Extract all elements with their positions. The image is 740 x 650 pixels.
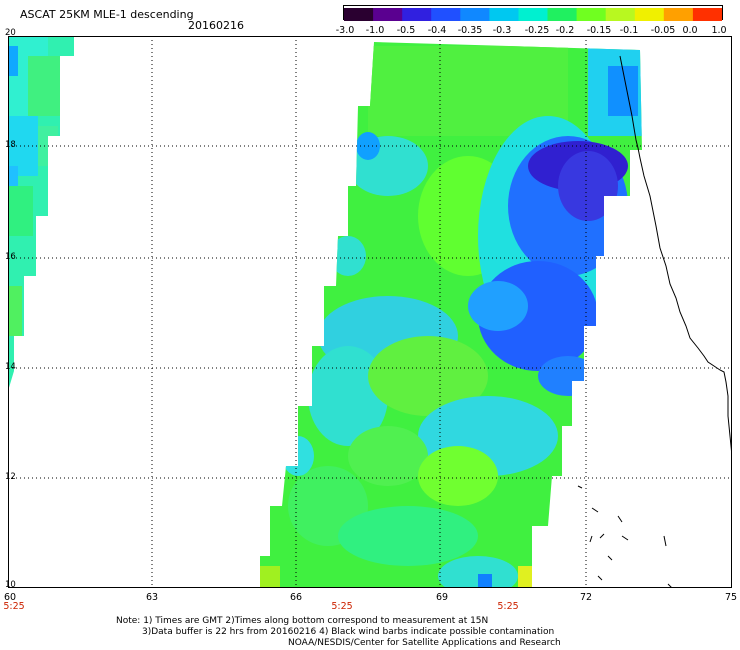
lon-label: 63 [145,592,159,603]
color-scale-segment [634,8,665,21]
wind-map [8,36,732,588]
lat-label: 12 [5,472,16,482]
color-scale-segment [518,8,549,21]
lat-label: 10 [5,580,16,590]
color-scale-segment [605,8,636,21]
time-label: 5:25 [331,601,353,612]
cb-label: -1.0 [365,25,385,36]
cb-label: -0.15 [586,25,612,36]
lat-label: 16 [5,252,16,262]
islands [577,485,673,588]
color-scale-segment [431,8,461,21]
lat-label: 18 [5,140,16,150]
time-label: 5:25 [3,601,25,612]
lon-label: 66 [289,592,303,603]
map-title: ASCAT 25KM MLE-1 descending [20,8,194,21]
color-scale-segment [373,8,403,21]
note-line: 3)Data buffer is 22 hrs from 20160216 4)… [142,627,555,637]
time-label: 5:25 [497,601,519,612]
cb-label: -0.4 [427,25,447,36]
cb-label: -0.5 [396,25,416,36]
note-line: NOAA/NESDIS/Center for Satellite Applica… [288,638,561,648]
cb-label: -0.05 [650,25,676,36]
color-scale-segment [692,8,723,21]
lon-label: 75 [724,592,738,603]
color-scale-segment [402,8,432,21]
cb-label: 1.0 [711,25,727,36]
color-scale-segment [576,8,607,21]
color-scale-segment [489,8,520,21]
cb-label: -0.35 [457,25,483,36]
color-scale-segment [663,8,694,21]
cb-label: 0.0 [682,25,698,36]
color-scale-segment [547,8,578,21]
grid-lines [8,36,732,588]
cb-label: -3.0 [335,25,355,36]
lon-label: 60 [3,592,17,603]
note-line: Note: 1) Times are GMT 2)Times along bot… [116,616,489,626]
cb-label: -0.3 [492,25,512,36]
lon-label: 69 [435,592,449,603]
map-date: 20160216 [188,19,244,32]
color-scale-segment [344,8,374,21]
color-scale-bar [343,5,723,21]
cb-label: -0.1 [619,25,639,36]
lat-label: 14 [5,362,16,372]
lat-label: 20 [5,28,16,38]
lon-label: 72 [579,592,593,603]
wind-map-svg [8,36,732,588]
color-scale-gradient [344,8,723,21]
cb-label: -0.2 [555,25,575,36]
coastline [619,55,732,457]
color-scale-segment [460,8,490,21]
map-frame [8,36,732,588]
cb-label: -0.25 [524,25,550,36]
